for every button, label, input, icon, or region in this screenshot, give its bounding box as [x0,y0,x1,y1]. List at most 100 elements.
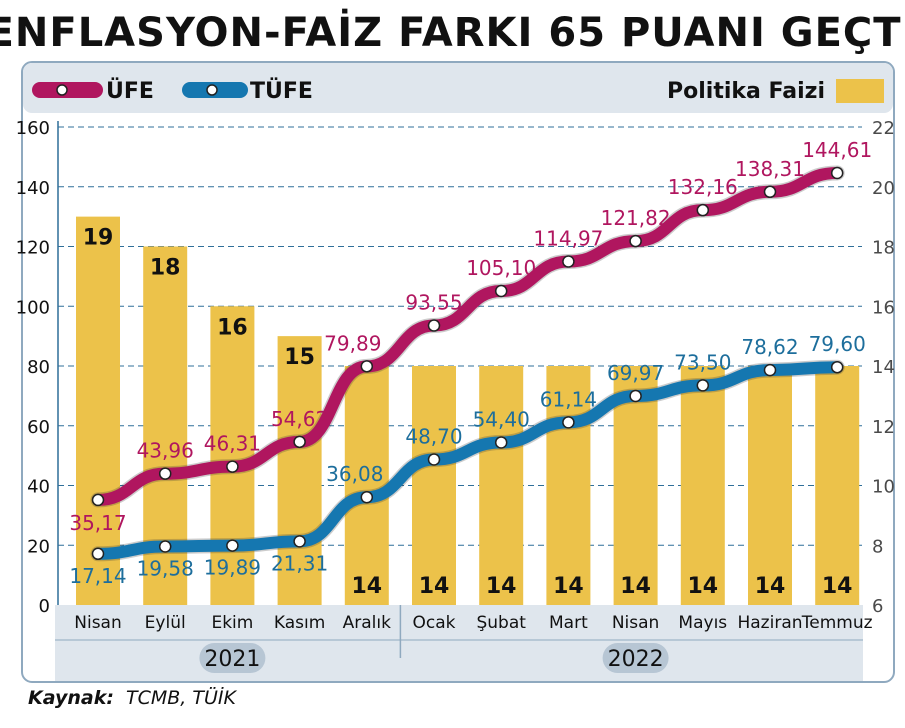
left-axis-tick-label: 40 [27,477,50,498]
tufe-data-label: 19,58 [137,557,194,581]
category-label: Aralık [343,613,391,633]
left-axis-tick-label: 20 [27,536,50,557]
tufe-data-label: 61,14 [540,387,597,411]
policy-rate-bar-label: 14 [553,574,584,599]
ufe-data-label: 114,97 [533,227,603,251]
ufe-data-label: 144,61 [802,138,872,162]
right-axis-tick-label: 6 [872,596,883,617]
left-axis-tick-label: 80 [27,357,50,378]
source-text: TCMB, TÜİK [126,686,237,709]
policy-rate-bar-label: 14 [419,574,450,599]
policy-rate-bar [76,216,120,605]
right-axis-tick-label: 10 [872,477,895,498]
policy-rate-bar-label: 15 [284,345,315,370]
right-axis-tick-label: 22 [872,118,895,139]
tufe-data-label: 19,89 [204,556,261,580]
legend-policy-rate-swatch [836,79,884,103]
tufe-point [494,436,508,449]
policy-rate-bar-label: 14 [486,574,517,599]
policy-rate-bar [613,366,658,605]
policy-rate-bar [680,366,725,605]
tufe-data-label: 48,70 [405,425,462,449]
year-pill [602,643,669,673]
ufe-point [562,255,575,268]
ufe-data-label: 138,31 [735,157,805,181]
legend-tufe: TÜFE [182,78,313,104]
right-axis-tick-label: 20 [872,178,895,199]
tufe-point [293,535,306,548]
tufe-data-label: 17,14 [69,564,126,588]
category-band-bg [55,605,863,681]
ufe-data-label: 43,96 [137,439,194,463]
tufe-data-label: 73,50 [674,350,731,374]
policy-rate-bar [546,366,591,605]
left-axis-tick-label: 0 [39,596,50,617]
policy-rate-bar-label: 14 [755,574,786,599]
category-label: Mart [549,613,588,633]
chart-title: ENFLASYON-FAİZ FARKI 65 PUANI GEÇTİ [0,8,905,56]
legend-policy-rate-label: Politika Faizi [667,79,825,104]
ufe-point [494,284,508,298]
left-axis-tick-label: 120 [16,238,50,259]
legend-ufe-marker [56,84,68,96]
category-label: Temmuz [801,613,873,633]
ufe-data-label: 46,31 [204,432,261,456]
ufe-data-label: 93,55 [405,291,462,315]
ufe-data-label: 105,10 [466,256,536,280]
policy-rate-bar-label: 16 [217,315,248,340]
category-band: Nisan Eylül Ekim Kasım Aralık Ocak Şubat Mart Ni… [55,605,873,681]
category-label: Eylül [145,613,186,633]
source-line: Kaynak: TCMB, TÜİK [28,686,237,709]
right-axis-tick-label: 18 [872,238,895,259]
ufe-data-label: 121,82 [601,206,671,230]
ufe-data-label: 79,89 [324,331,381,355]
legend-policy-rate: Politika Faizi [667,79,884,104]
ufe-data-label: 132,16 [668,175,738,199]
tufe-data-label: 78,62 [741,335,798,359]
tufe-point [562,416,575,429]
ufe-point [629,234,642,248]
category-label: Nisan [612,613,660,633]
ufe-point [158,467,172,480]
policy-rate-bar [815,366,860,605]
legend-strip [23,63,893,113]
ufe-point [91,493,105,507]
category-label: Şubat [476,613,526,633]
tufe-point [763,363,777,377]
policy-rate-bar-label: 14 [620,574,651,599]
policy-rate-bar [748,366,792,605]
right-axis: 6 8 10 12 14 16 18 20 22 [872,118,895,617]
tufe-data-label: 21,31 [271,551,328,575]
tufe-data-label: 36,08 [326,462,383,486]
category-label: Ekim [211,613,253,633]
year-label: 2022 [608,647,664,672]
ufe-data-label: 54,62 [271,407,328,431]
policy-rate-bar [479,366,524,605]
ufe-point [696,203,710,217]
line-series [90,165,845,562]
tufe-data-label: 79,60 [809,332,866,356]
policy-rate-bar-label: 14 [687,574,718,599]
category-label: Kasım [274,613,325,633]
source-label: Kaynak: [28,687,114,709]
right-axis-tick-label: 8 [872,536,883,557]
legend-ufe-label: ÜFE [106,78,154,104]
data-labels: 19 18 16 15 14 14 14 14 14 14 14 14 35,17 43,96 46,31 5… [69,138,872,599]
left-axis-tick-label: 60 [27,417,50,438]
category-label: Nisan [74,613,122,633]
right-axis-tick-label: 12 [872,417,895,438]
legend-tufe-marker [206,84,218,96]
ufe-data-label: 35,17 [69,511,126,535]
ufe-point [830,166,844,180]
ufe-point [763,185,777,199]
tufe-point [360,490,374,504]
left-axis-tick-label: 140 [16,178,50,199]
ufe-point [360,360,374,373]
policy-rate-bar [344,366,389,605]
right-axis-tick-label: 16 [872,297,895,318]
tufe-data-label: 69,97 [607,361,664,385]
tufe-point [696,379,710,392]
tufe-point [91,547,105,561]
category-label: Ocak [413,613,456,633]
